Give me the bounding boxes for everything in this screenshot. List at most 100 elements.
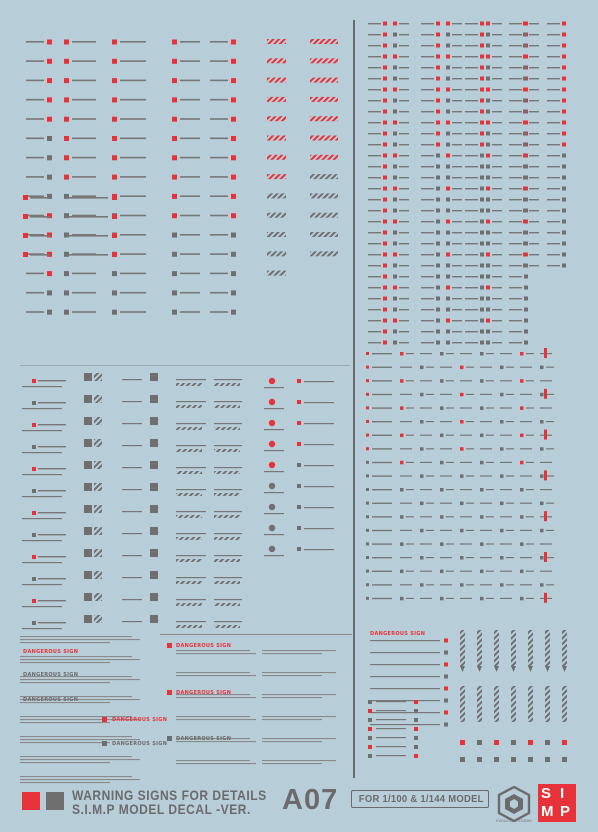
decal-text-bar xyxy=(421,177,434,179)
decal-text-bar xyxy=(440,529,452,531)
warning-icon xyxy=(84,439,92,447)
decal-square xyxy=(393,263,397,268)
decal-square xyxy=(460,556,464,560)
dangerous-sign-label: DANGEROUS SIGN xyxy=(176,736,232,742)
decal-text-bar xyxy=(529,111,539,113)
decal-text-bar xyxy=(420,543,432,545)
decal-text-bar xyxy=(176,763,256,765)
dangerous-sign-label: DANGEROUS SIGN xyxy=(176,643,232,649)
decal-text-bar xyxy=(72,311,96,313)
decal-square xyxy=(524,274,528,279)
decal-text-bar xyxy=(20,679,140,681)
decal-text-bar xyxy=(460,461,472,463)
decal-square xyxy=(436,208,440,213)
decal-square xyxy=(231,251,236,257)
decal-text-bar xyxy=(529,133,539,135)
decal-text-bar xyxy=(480,448,492,450)
gauge-strip xyxy=(477,686,482,722)
decal-text-bar xyxy=(22,386,62,388)
decal-text-bar xyxy=(509,166,522,168)
warning-icon xyxy=(84,461,92,469)
decal-square xyxy=(446,230,450,235)
decal-square xyxy=(393,65,397,70)
decal-square xyxy=(172,174,177,180)
decal-square xyxy=(393,21,397,26)
decal-square xyxy=(436,318,440,323)
decal-text-bar xyxy=(22,606,62,608)
decal-text-bar xyxy=(546,421,554,423)
decal-text-bar xyxy=(492,111,502,113)
decal-text-bar xyxy=(509,78,522,80)
decal-text-bar xyxy=(368,177,381,179)
gauge-strip xyxy=(460,630,465,666)
decal-square xyxy=(500,501,504,506)
decal-text-bar xyxy=(546,584,554,586)
decal-square xyxy=(562,175,566,180)
sheet-code: A07 xyxy=(282,784,339,816)
hatched-warning-strip xyxy=(214,449,240,452)
decal-square xyxy=(520,569,524,574)
decal-text-bar xyxy=(120,214,146,217)
decal-text-bar xyxy=(546,393,554,395)
decal-square xyxy=(436,307,440,312)
decal-square xyxy=(383,153,387,158)
decal-text-bar xyxy=(426,557,434,559)
decal-text-bar xyxy=(421,221,434,223)
decal-text-bar xyxy=(547,89,560,91)
decal-text-bar xyxy=(492,166,502,168)
hatched-warning-strip xyxy=(267,96,286,102)
decal-text-bar xyxy=(500,380,512,382)
hatched-warning-strip xyxy=(176,471,202,474)
decal-text-bar xyxy=(547,100,560,102)
decal-square xyxy=(480,219,484,224)
decal-text-bar xyxy=(465,309,478,311)
warning-icon xyxy=(94,483,102,491)
gauge-tip xyxy=(528,666,533,672)
hatched-warning-strip xyxy=(267,174,286,180)
decal-text-bar xyxy=(72,234,96,236)
decal-square xyxy=(511,740,516,745)
decal-text-bar xyxy=(492,276,502,278)
decal-square xyxy=(393,318,397,323)
decal-text-bar xyxy=(176,423,206,425)
brand-letter: M xyxy=(541,803,554,820)
decal-text-bar xyxy=(466,475,474,477)
warning-icon xyxy=(94,549,102,557)
decal-text-bar xyxy=(529,243,539,245)
decal-text-bar xyxy=(72,291,96,294)
decal-square xyxy=(486,153,490,158)
decal-square xyxy=(562,230,566,235)
decal-text-bar xyxy=(372,380,392,382)
decal-text-bar xyxy=(399,287,409,289)
decal-text-bar xyxy=(509,56,522,58)
decal-text-bar xyxy=(446,380,454,382)
decal-text-bar xyxy=(72,176,96,178)
decal-text-bar xyxy=(452,287,462,289)
decal-square xyxy=(436,98,440,103)
decal-square xyxy=(393,186,397,191)
decal-text-bar xyxy=(372,543,392,545)
decal-text-bar xyxy=(540,489,552,491)
gauge-tip xyxy=(562,666,567,672)
decal-text-bar xyxy=(426,393,434,395)
decal-square xyxy=(446,219,450,224)
decal-text-bar xyxy=(452,320,462,322)
decal-square xyxy=(414,745,418,749)
decal-square xyxy=(486,32,490,37)
decal-square xyxy=(436,76,440,81)
decal-square xyxy=(383,43,387,48)
decal-square xyxy=(366,474,369,478)
decal-text-bar xyxy=(486,380,494,382)
decal-text-bar xyxy=(529,166,539,168)
decal-text-bar xyxy=(492,89,502,91)
decal-text-bar xyxy=(176,621,206,623)
decal-text-bar xyxy=(372,448,392,450)
decal-square xyxy=(446,263,450,268)
decal-text-bar xyxy=(72,195,96,197)
decal-text-bar xyxy=(262,697,322,699)
hatched-warning-strip xyxy=(176,493,202,496)
decal-square xyxy=(436,87,440,92)
decal-text-bar xyxy=(529,221,539,223)
decal-text-bar xyxy=(368,166,381,168)
decal-square xyxy=(523,241,527,246)
